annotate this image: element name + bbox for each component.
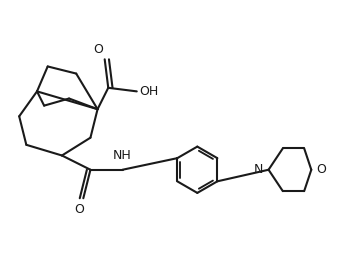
Text: O: O — [74, 202, 84, 216]
Text: N: N — [254, 163, 264, 176]
Text: OH: OH — [140, 85, 159, 98]
Text: O: O — [316, 163, 326, 176]
Text: O: O — [93, 43, 103, 56]
Text: NH: NH — [113, 149, 132, 162]
